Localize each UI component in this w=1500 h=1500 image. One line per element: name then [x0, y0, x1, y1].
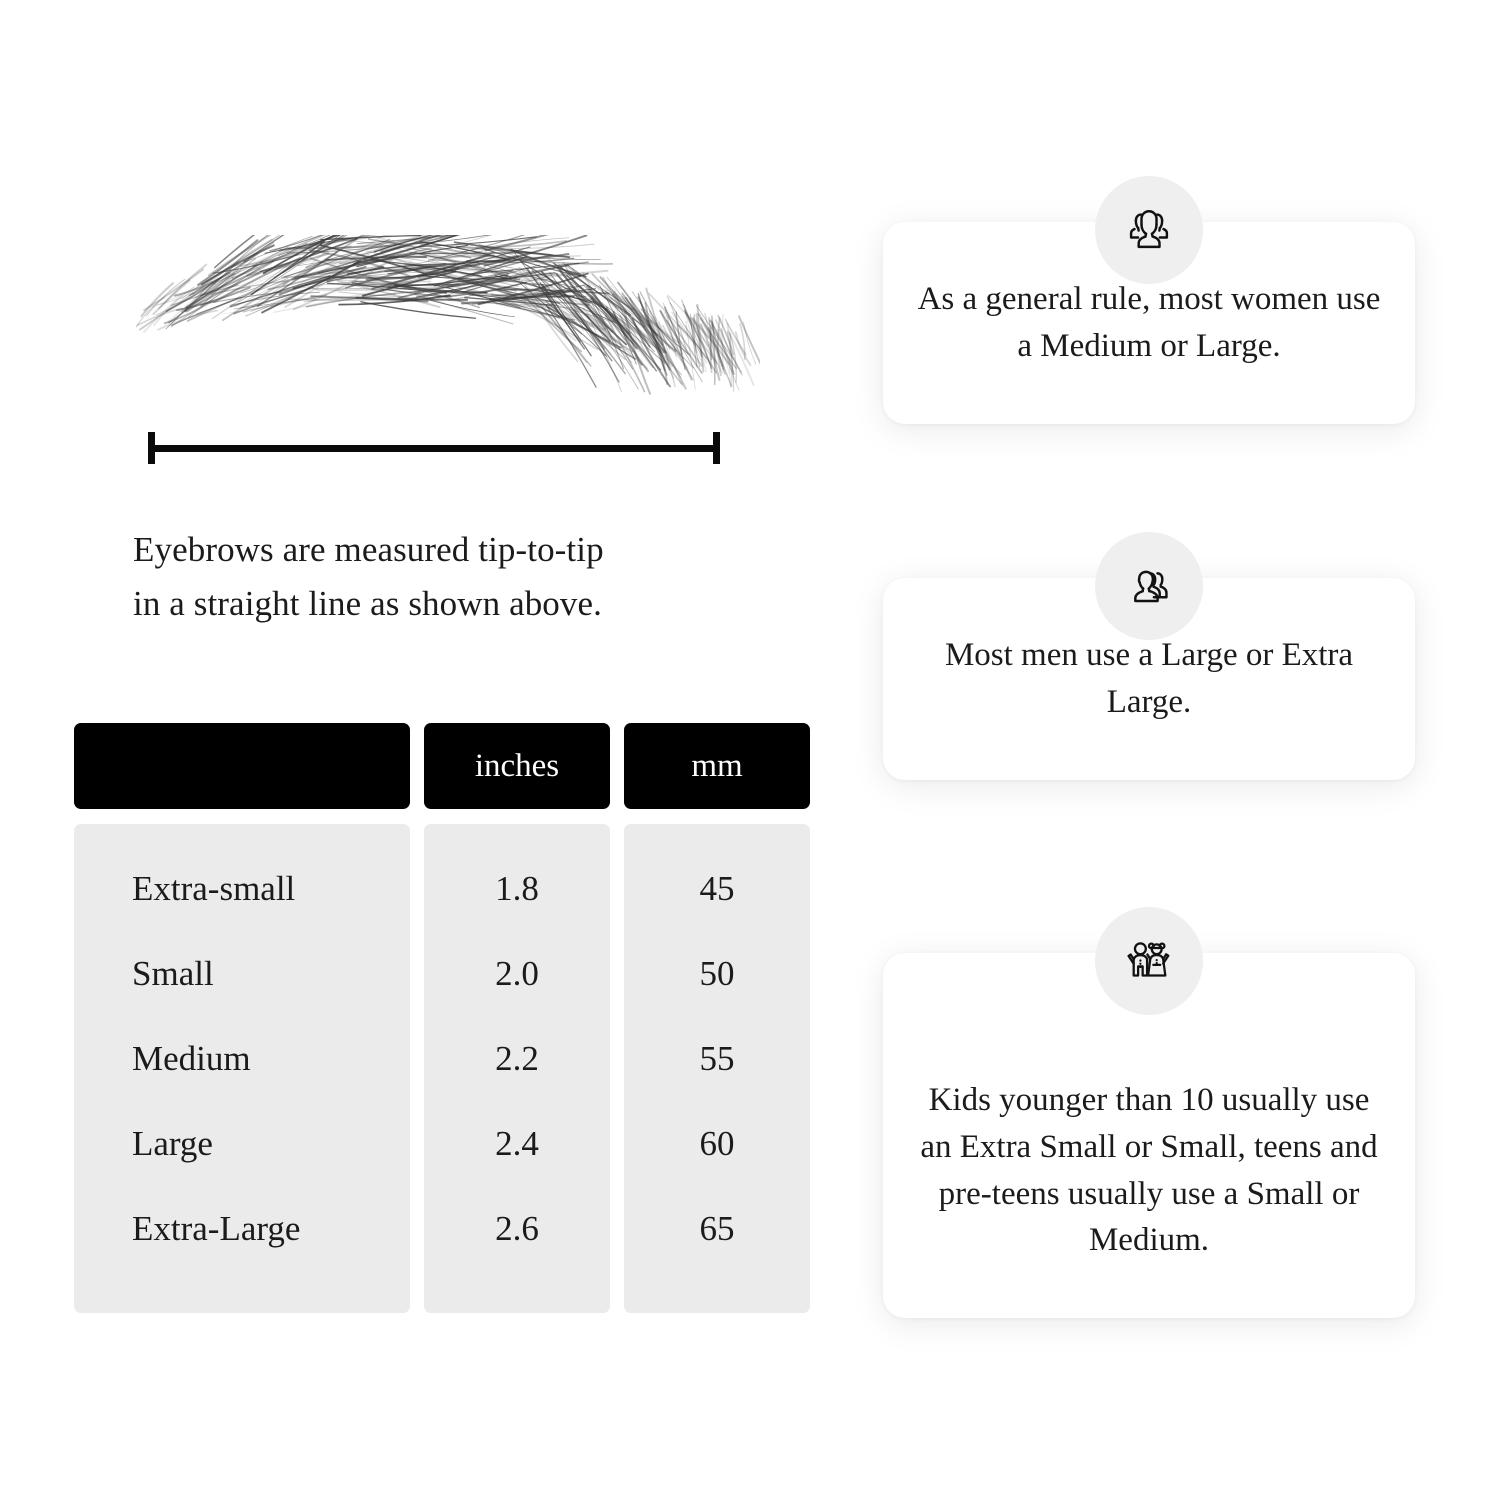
tip-to-tip-measure-bar: [148, 432, 720, 464]
tip-card-men: Most men use a Large or Extra Large.: [883, 578, 1415, 780]
measurement-panel: Eyebrows are measured tip-to-tip in a st…: [74, 235, 810, 1313]
tip-text-women: As a general rule, most women use a Medi…: [917, 281, 1381, 364]
eyebrow-illustration: [120, 235, 760, 410]
table-cell-size: Extra-Large: [132, 1208, 301, 1248]
table-cell-mm: 60: [699, 1123, 735, 1163]
three-women-icon: [1095, 176, 1203, 284]
table-header-row: inches mm: [74, 723, 810, 809]
two-kids-icon: [1095, 907, 1203, 1015]
table-cell-mm: 65: [699, 1208, 735, 1248]
table-cell-size: Large: [132, 1123, 213, 1163]
table-cell-mm: 55: [699, 1038, 735, 1078]
size-chart-table: inches mm Extra-small Small Medium Large…: [74, 723, 810, 1313]
table-cell-size: Small: [132, 953, 214, 993]
table-cell-inches: 1.8: [495, 868, 539, 908]
table-header-inches: inches: [424, 723, 610, 809]
tip-card-women: As a general rule, most women use a Medi…: [883, 222, 1415, 424]
table-body: Extra-small Small Medium Large Extra-Lar…: [74, 824, 810, 1313]
table-cell-inches: 2.4: [495, 1123, 539, 1163]
caption-line-1: Eyebrows are measured tip-to-tip: [133, 530, 604, 569]
table-column-size: Extra-small Small Medium Large Extra-Lar…: [74, 824, 410, 1313]
three-men-icon: [1095, 532, 1203, 640]
measurement-caption: Eyebrows are measured tip-to-tip in a st…: [133, 523, 733, 632]
table-column-mm: 45 50 55 60 65: [624, 824, 810, 1313]
tips-panel: As a general rule, most women use a Medi…: [820, 0, 1500, 1500]
table-cell-inches: 2.0: [495, 953, 539, 993]
table-cell-inches: 2.6: [495, 1208, 539, 1248]
measure-cap-right: [713, 432, 720, 464]
tip-text-men: Most men use a Large or Extra Large.: [944, 637, 1354, 720]
table-cell-size: Medium: [132, 1038, 251, 1078]
caption-line-2: in a straight line as shown above.: [133, 584, 602, 624]
table-header-mm: mm: [624, 723, 810, 809]
table-cell-mm: 45: [699, 868, 735, 908]
table-header-size: [74, 723, 410, 809]
table-cell-size: Extra-small: [132, 868, 296, 908]
table-cell-inches: 2.2: [495, 1038, 539, 1078]
measure-line: [148, 445, 720, 452]
tip-text-kids: Kids younger than 10 usually use an Extr…: [920, 1081, 1378, 1259]
table-column-inches: 1.8 2.0 2.2 2.4 2.6: [424, 824, 610, 1313]
table-cell-mm: 50: [699, 953, 735, 993]
